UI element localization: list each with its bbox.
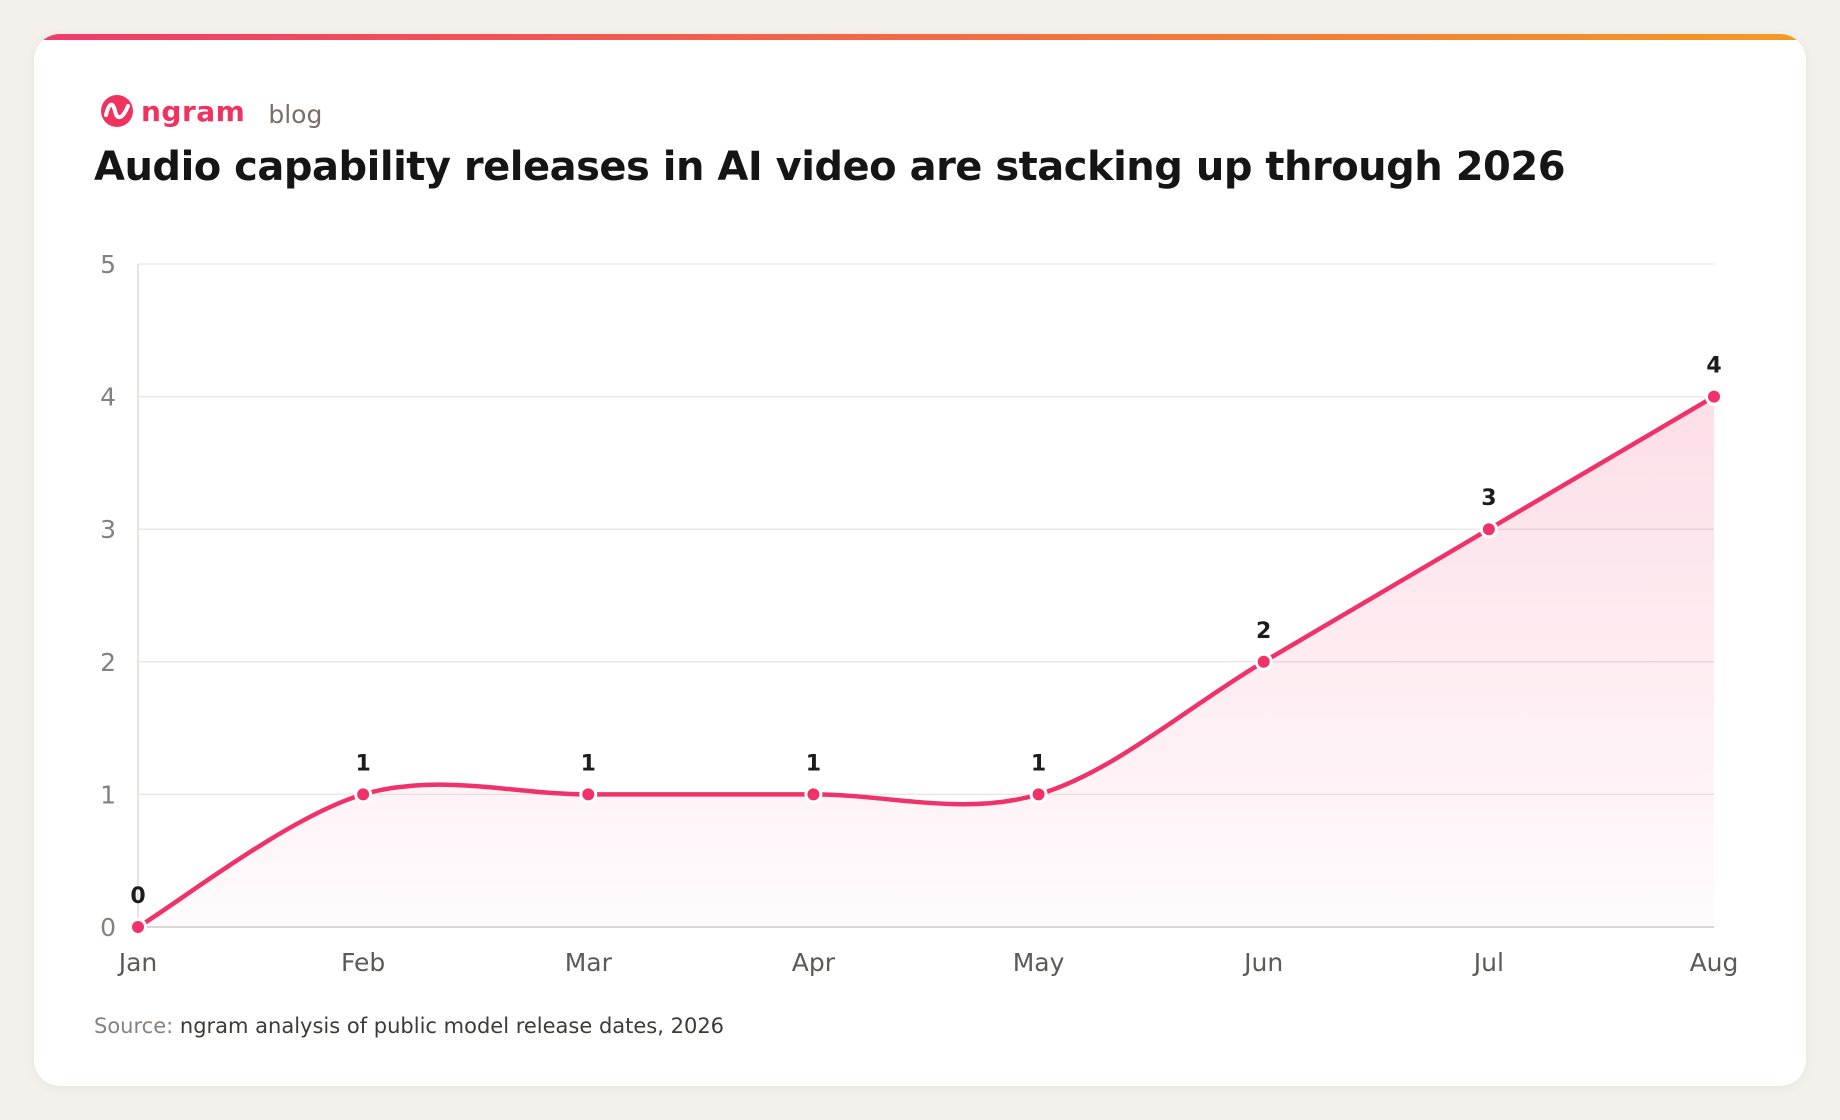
data-label: 1 (1031, 751, 1046, 776)
x-tick-label: Apr (792, 948, 836, 977)
x-tick-labels: Jan Feb Mar Apr May Jun Jul Aug (117, 948, 1739, 977)
source-text: ngram analysis of public model release d… (179, 1014, 725, 1038)
x-tick-label: Aug (1690, 948, 1739, 977)
brand-name[interactable]: ngram (141, 94, 246, 128)
data-label: 1 (806, 751, 821, 776)
data-label: 2 (1256, 619, 1271, 644)
chart-title: Audio capability releases in AI video ar… (94, 144, 1566, 190)
data-label: 3 (1481, 486, 1496, 511)
line-chart: 0 1 1 1 1 2 3 4 0 1 2 3 4 5 Jan Feb Mar Apr May Jun Jul Aug (100, 250, 1739, 977)
brand-header: ngram blog (100, 87, 322, 135)
chart-card: ngram blog Audio capability releases in … (34, 34, 1806, 1086)
data-label: 4 (1706, 354, 1721, 379)
accent-bar (34, 34, 1806, 40)
data-labels: 0 1 1 1 1 2 3 4 (130, 354, 1721, 909)
area-fill-layer (138, 396, 1714, 928)
y-tick-label: 5 (100, 250, 116, 279)
x-tick-label: Feb (341, 948, 385, 977)
data-label: 0 (130, 884, 145, 909)
data-point-may (1029, 785, 1048, 804)
series-line (135, 394, 1717, 930)
data-point-jun (1254, 652, 1273, 671)
x-tick-label: Jan (117, 948, 158, 977)
data-point-apr (804, 785, 823, 804)
y-tick-labels: 0 1 2 3 4 5 (100, 250, 116, 942)
data-point-jul (1479, 520, 1498, 539)
brand-section[interactable]: blog (268, 99, 323, 129)
data-points (129, 387, 1723, 936)
x-tick-label: Mar (565, 948, 613, 977)
source-label: Source: (94, 1014, 174, 1038)
data-point-jan (129, 918, 147, 936)
data-point-feb (354, 785, 373, 804)
x-tick-label: Jun (1242, 948, 1283, 977)
ngram-wave-logo-icon (101, 95, 133, 127)
x-tick-label: May (1013, 948, 1065, 977)
y-tick-label: 0 (100, 913, 116, 942)
source-note: Source: ngram analysis of public model r… (94, 1014, 724, 1038)
x-tick-label: Jul (1472, 948, 1504, 977)
y-tick-label: 1 (100, 780, 116, 809)
y-tick-label: 3 (100, 515, 116, 544)
data-point-aug (1705, 387, 1723, 406)
data-label: 1 (355, 751, 370, 776)
data-label: 1 (581, 751, 596, 776)
data-point-mar (579, 785, 598, 804)
y-tick-label: 4 (100, 383, 116, 412)
series-area-fill (138, 396, 1714, 928)
series-line-layer (135, 394, 1717, 930)
y-tick-label: 2 (100, 648, 116, 677)
